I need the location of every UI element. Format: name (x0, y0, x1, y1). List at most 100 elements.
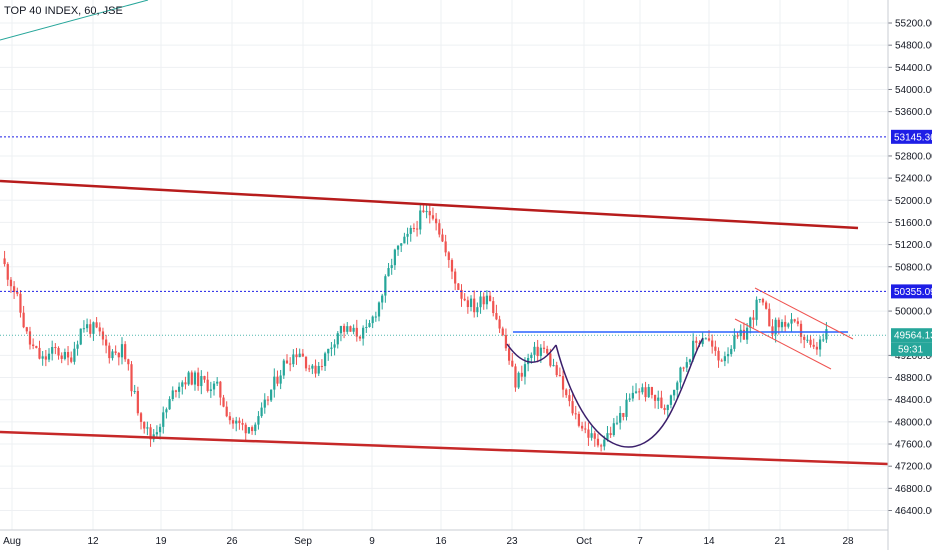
candle-body (22, 312, 25, 328)
candle-body (73, 348, 76, 362)
candle-body (51, 347, 54, 354)
candle-body (730, 348, 733, 355)
candle-body (362, 327, 365, 339)
candle-body (276, 376, 279, 384)
candle-body (463, 298, 466, 301)
candle-body (279, 375, 282, 384)
candle-body (117, 352, 120, 358)
candle-body (755, 299, 758, 320)
candle-body (396, 245, 400, 250)
candle-body (676, 382, 679, 390)
candle-body (587, 429, 590, 438)
candle-body (323, 353, 327, 367)
price-label-text: 50355.09 (894, 287, 932, 298)
candle-body (546, 348, 549, 354)
candle-body (707, 338, 711, 341)
candle-body (796, 321, 799, 324)
candle-body (685, 362, 688, 368)
candle-body (815, 346, 819, 350)
candle-body (209, 389, 212, 391)
candle-body (539, 347, 542, 357)
candle-body (403, 236, 406, 244)
candle-body (270, 389, 273, 401)
candle-body (206, 379, 209, 391)
x-tick-label: 23 (506, 536, 518, 547)
candle-body (555, 365, 558, 376)
candle-body (784, 321, 787, 327)
candle-body (726, 354, 730, 357)
candle-body (171, 390, 174, 400)
candle-body (650, 387, 654, 395)
candle-body (181, 382, 184, 387)
left-shoulder-curve (506, 343, 557, 363)
candle-body (549, 353, 552, 366)
candle-body (666, 404, 669, 411)
flag-lower-line (734, 318, 832, 370)
candle-body (669, 395, 673, 405)
candle-body (590, 433, 593, 438)
candle-body (25, 327, 28, 332)
x-tick-label: Sep (294, 536, 312, 547)
x-tick-label: 16 (435, 536, 447, 547)
candle-body (374, 316, 377, 318)
candle-body (622, 413, 625, 417)
candle-body (247, 427, 251, 434)
y-tick-label: 48800.00 (895, 373, 932, 384)
candle-body (514, 366, 517, 388)
candle-body (266, 399, 270, 401)
candle-body (92, 322, 95, 334)
candle-body (752, 317, 755, 320)
price-label-text: 53145.36 (894, 132, 932, 143)
candle-body (565, 389, 568, 396)
candle-body (60, 355, 63, 359)
candle-body (488, 295, 492, 302)
y-tick-label: 52000.00 (895, 196, 932, 207)
y-tick-label: 46400.00 (895, 506, 932, 517)
candle-body (774, 319, 777, 335)
candle-body (793, 319, 796, 322)
candle-body (520, 372, 523, 377)
y-tick-label: 51200.00 (895, 240, 932, 251)
candle-body (558, 375, 561, 377)
chart-title: TOP 40 INDEX, 60, JSE (4, 5, 123, 17)
candle-body (682, 367, 685, 369)
candle-body (311, 365, 314, 369)
y-tick-label: 51600.00 (895, 218, 932, 229)
candle-body (653, 394, 657, 401)
candle-body (54, 347, 57, 349)
candle-body (308, 368, 311, 370)
candle-body (536, 346, 539, 357)
candle-body (577, 413, 581, 426)
candle-body (231, 420, 235, 424)
candle-body (85, 324, 89, 329)
candle-body (745, 327, 749, 340)
candle-body (250, 427, 254, 432)
x-tick-label: 26 (226, 536, 238, 547)
candle-body (580, 425, 584, 429)
candle-body (701, 338, 704, 345)
y-tick-label: 54000.00 (895, 85, 932, 96)
candle-body (561, 376, 565, 390)
candle-body (672, 389, 676, 396)
candle-body (409, 228, 412, 234)
price-label-text: 49564.13 (894, 331, 932, 342)
candle-body (501, 328, 504, 336)
candle-body (371, 316, 374, 324)
candle-body (228, 416, 231, 421)
candle-body (511, 360, 514, 367)
candle-body (212, 383, 216, 390)
candle-body (235, 420, 238, 424)
y-tick-label: 48400.00 (895, 395, 932, 406)
y-tick-label: 48000.00 (895, 417, 932, 428)
candle-body (260, 407, 263, 417)
candle-body (609, 433, 612, 436)
candle-body (238, 420, 241, 424)
candle-body (70, 357, 73, 362)
y-tick-label: 49200.00 (895, 351, 932, 362)
candle-body (244, 424, 247, 434)
candle-body (158, 426, 162, 433)
candle-body (6, 264, 9, 280)
candle-body (38, 347, 41, 359)
